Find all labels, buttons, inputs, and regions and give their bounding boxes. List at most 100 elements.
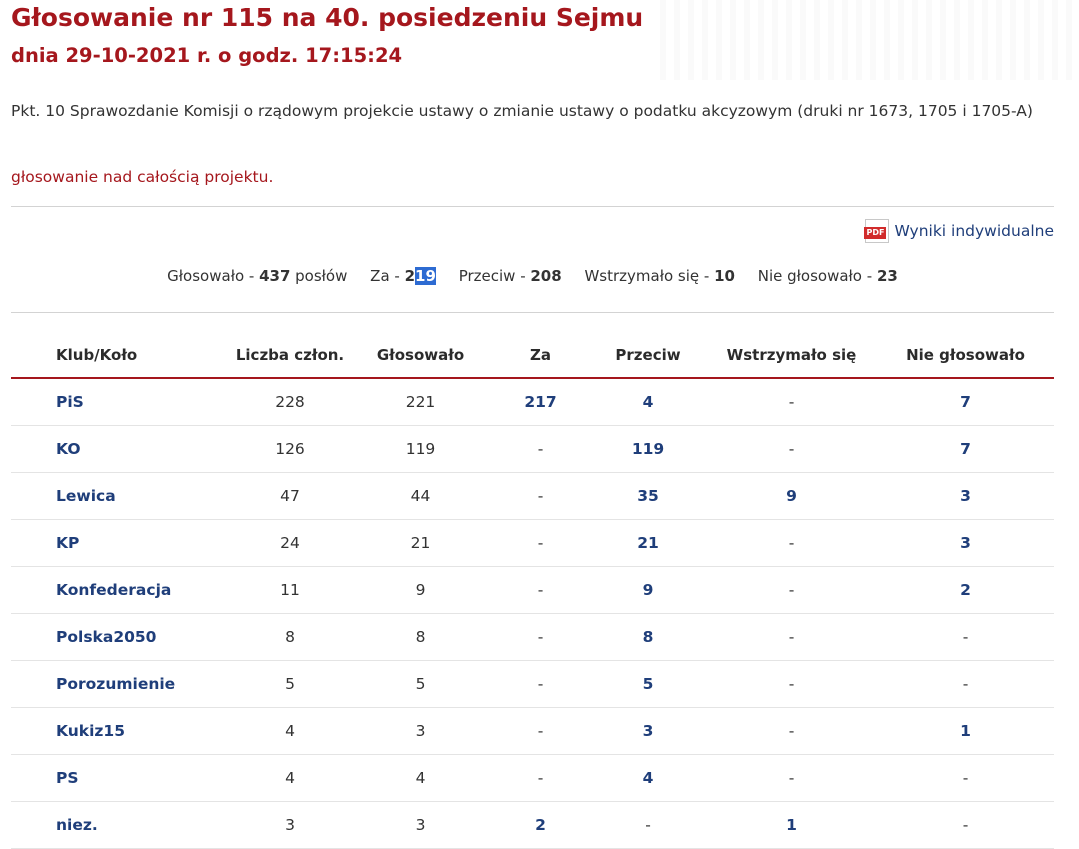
vote-summary: Głosowało - 437 posłów Za - 219 Przeciw … xyxy=(11,267,1054,285)
przeciw-count[interactable]: 5 xyxy=(590,660,706,708)
table-header-row: Klub/Koło Liczba człon. Głosowało Za Prz… xyxy=(11,332,1054,379)
members-count: 5 xyxy=(230,660,350,708)
club-name[interactable]: Porozumienie xyxy=(11,660,230,708)
summary-nie-glosowalo: Nie głosowało - 23 xyxy=(757,267,898,285)
za-count[interactable]: 2 xyxy=(491,801,590,849)
przeciw-count[interactable]: 8 xyxy=(590,613,706,661)
background-watermark xyxy=(660,0,1079,80)
table-row: niez. 3 3 2-1- xyxy=(11,801,1054,849)
nie-glosowalo-count[interactable]: 7 xyxy=(877,378,1054,426)
voted-count: 4 xyxy=(350,754,491,802)
vote-date: dnia 29-10-2021 r. o godz. 17:15:24 xyxy=(11,44,403,67)
za-count: - xyxy=(491,613,590,661)
divider xyxy=(11,206,1054,207)
members-count: 228 xyxy=(230,378,350,426)
nie-glosowalo-count[interactable]: 3 xyxy=(877,472,1054,520)
members-count: 11 xyxy=(230,566,350,614)
members-count: 8 xyxy=(230,613,350,661)
voted-count: 5 xyxy=(350,660,491,708)
przeciw-count[interactable]: 21 xyxy=(590,519,706,567)
voted-count: 221 xyxy=(350,378,491,426)
za-count: - xyxy=(491,472,590,520)
wstrzymalo-count[interactable]: 9 xyxy=(706,472,877,520)
voted-count: 9 xyxy=(350,566,491,614)
za-count: - xyxy=(491,707,590,755)
za-count: - xyxy=(491,566,590,614)
za-count: - xyxy=(491,660,590,708)
agenda-description: Pkt. 10 Sprawozdanie Komisji o rządowym … xyxy=(11,102,1033,120)
table-row: PS 4 4-4- - xyxy=(11,754,1054,802)
voted-count: 119 xyxy=(350,425,491,473)
przeciw-count[interactable]: 4 xyxy=(590,378,706,426)
individual-results-link[interactable]: PDF Wyniki indywidualne xyxy=(864,219,1054,243)
voted-count: 3 xyxy=(350,801,491,849)
przeciw-count[interactable]: 9 xyxy=(590,566,706,614)
pdf-icon: PDF xyxy=(864,219,890,243)
table-row: Polska2050 8 8-8- - xyxy=(11,613,1054,661)
wstrzymalo-count: - xyxy=(706,707,877,755)
table-row: Lewica 47 44-35 9 3 xyxy=(11,472,1054,520)
table-row: KP 24 21-21-3 xyxy=(11,519,1054,567)
col-header-liczba: Liczba człon. xyxy=(230,332,350,379)
przeciw-count[interactable]: 35 xyxy=(590,472,706,520)
przeciw-count[interactable]: 119 xyxy=(590,425,706,473)
za-count: - xyxy=(491,519,590,567)
przeciw-count: - xyxy=(590,801,706,849)
przeciw-count[interactable]: 3 xyxy=(590,707,706,755)
nie-glosowalo-count[interactable]: 7 xyxy=(877,425,1054,473)
nie-glosowalo-count[interactable]: 2 xyxy=(877,566,1054,614)
club-name[interactable]: Kukiz15 xyxy=(11,707,230,755)
voted-count: 3 xyxy=(350,707,491,755)
members-count: 4 xyxy=(230,754,350,802)
text-selection: 19 xyxy=(415,267,436,285)
wstrzymalo-count: - xyxy=(706,660,877,708)
nie-glosowalo-count[interactable]: 3 xyxy=(877,519,1054,567)
members-count: 126 xyxy=(230,425,350,473)
summary-za: Za - 219 xyxy=(370,267,436,285)
nie-glosowalo-count: - xyxy=(877,754,1054,802)
table-row: Porozumienie 5 5-5- - xyxy=(11,660,1054,708)
col-header-wstrzymalo: Wstrzymało się xyxy=(706,332,877,379)
club-name[interactable]: Lewica xyxy=(11,472,230,520)
club-name[interactable]: PS xyxy=(11,754,230,802)
za-count: - xyxy=(491,754,590,802)
voted-count: 44 xyxy=(350,472,491,520)
nie-glosowalo-count: - xyxy=(877,801,1054,849)
col-header-przeciw: Przeciw xyxy=(590,332,706,379)
page-title: Głosowanie nr 115 na 40. posiedzeniu Sej… xyxy=(11,3,644,32)
wstrzymalo-count: - xyxy=(706,754,877,802)
members-count: 24 xyxy=(230,519,350,567)
club-name[interactable]: PiS xyxy=(11,378,230,426)
wstrzymalo-count: - xyxy=(706,519,877,567)
col-header-klub: Klub/Koło xyxy=(11,332,230,379)
results-table: Klub/Koło Liczba człon. Głosowało Za Prz… xyxy=(11,332,1054,849)
voted-count: 21 xyxy=(350,519,491,567)
members-count: 3 xyxy=(230,801,350,849)
members-count: 4 xyxy=(230,707,350,755)
members-count: 47 xyxy=(230,472,350,520)
col-header-nie-glosowalo: Nie głosowało xyxy=(877,332,1054,379)
wstrzymalo-count: - xyxy=(706,425,877,473)
za-count[interactable]: 217 xyxy=(491,378,590,426)
divider xyxy=(11,312,1054,313)
summary-wstrzymalo: Wstrzymało się - 10 xyxy=(584,267,735,285)
club-name[interactable]: KP xyxy=(11,519,230,567)
wstrzymalo-count: - xyxy=(706,566,877,614)
table-row: PiS 228 221 217 4-7 xyxy=(11,378,1054,426)
club-name[interactable]: KO xyxy=(11,425,230,473)
col-header-za: Za xyxy=(491,332,590,379)
table-row: Konfederacja 11 9-9-2 xyxy=(11,566,1054,614)
club-name[interactable]: niez. xyxy=(11,801,230,849)
table-row: KO 126 119-119-7 xyxy=(11,425,1054,473)
przeciw-count[interactable]: 4 xyxy=(590,754,706,802)
wstrzymalo-count[interactable]: 1 xyxy=(706,801,877,849)
nie-glosowalo-count[interactable]: 1 xyxy=(877,707,1054,755)
individual-results-label[interactable]: Wyniki indywidualne xyxy=(894,222,1054,240)
summary-przeciw: Przeciw - 208 xyxy=(458,267,562,285)
voted-count: 8 xyxy=(350,613,491,661)
club-name[interactable]: Konfederacja xyxy=(11,566,230,614)
nie-glosowalo-count: - xyxy=(877,660,1054,708)
za-count: - xyxy=(491,425,590,473)
club-name[interactable]: Polska2050 xyxy=(11,613,230,661)
wstrzymalo-count: - xyxy=(706,378,877,426)
